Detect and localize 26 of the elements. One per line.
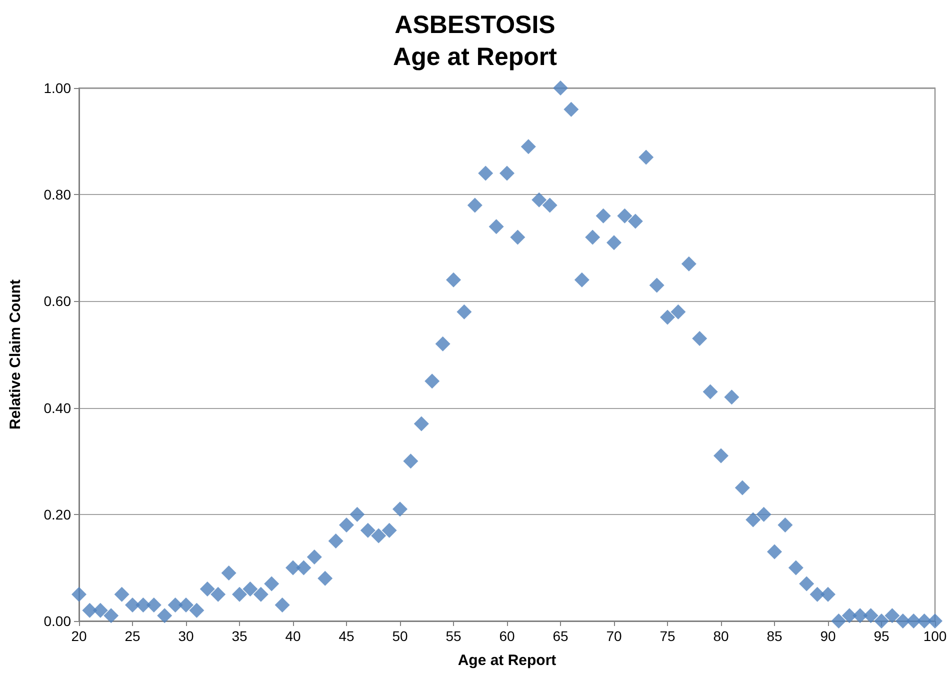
x-tick-label: 35	[232, 628, 248, 644]
x-tick-label: 60	[499, 628, 515, 644]
x-tick-label: 75	[660, 628, 676, 644]
x-tick-label: 80	[713, 628, 729, 644]
x-tick-label: 55	[446, 628, 462, 644]
x-tick-label: 20	[71, 628, 87, 644]
y-axis-title: Relative Claim Count	[7, 279, 24, 430]
y-tick-label: 0.60	[44, 293, 72, 310]
y-tick-label: 0.40	[44, 400, 72, 416]
chart-title: ASBESTOSIS Age at Report	[393, 11, 558, 71]
y-tick-label: 0.20	[44, 506, 72, 522]
y-tick-label: 1.00	[44, 80, 72, 96]
x-tick-label: 65	[552, 628, 568, 644]
x-tick-label: 100	[923, 628, 947, 644]
x-axis-title: Age at Report	[458, 652, 556, 669]
x-tick-label: 50	[392, 628, 408, 644]
x-tick-label: 45	[338, 628, 354, 644]
x-tick-label: 95	[874, 628, 890, 644]
y-tick-label: 0.00	[44, 613, 72, 629]
x-tick-label: 90	[820, 628, 836, 644]
x-tick-label: 40	[285, 628, 301, 644]
x-tick-label: 85	[766, 628, 782, 644]
x-tick-label: 25	[124, 628, 140, 644]
x-tick-label: 70	[606, 628, 622, 644]
x-tick-label: 30	[178, 628, 194, 644]
y-tick-label: 0.80	[44, 186, 72, 203]
